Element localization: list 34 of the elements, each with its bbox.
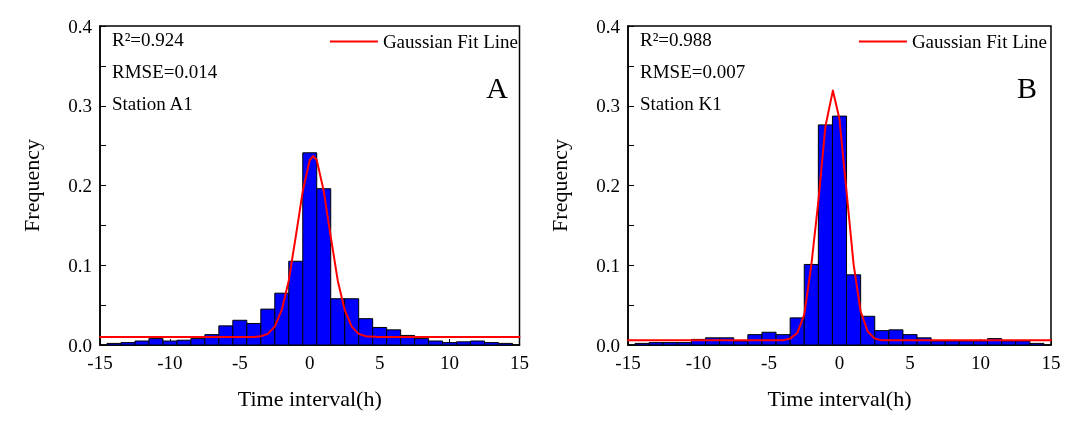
x-tick-label: 0 (834, 352, 845, 373)
annotation: Station A1 (112, 93, 193, 114)
x-tick-label: 5 (905, 352, 915, 373)
annotation: Station K1 (640, 93, 722, 114)
y-tick-label: 0.2 (68, 175, 92, 196)
y-tick-label: 0.2 (596, 175, 620, 196)
y-tick-label: 0.1 (596, 254, 620, 276)
x-axis-title: Time interval(h) (237, 385, 382, 411)
x-tick-label: -10 (685, 352, 712, 373)
y-tick-label: 0.3 (68, 95, 92, 117)
y-tick-label: 0.1 (68, 254, 92, 276)
legend-label: Gaussian Fit Line (382, 31, 519, 52)
y-axis-title: Frequency (18, 139, 44, 232)
legend-label: Gaussian Fit Line (911, 31, 1048, 52)
annotation: R²=0.988 (640, 29, 712, 50)
annotation: R²=0.924 (112, 29, 185, 50)
x-tick-label: 15 (510, 352, 529, 373)
x-tick-label: -5 (231, 352, 248, 373)
x-tick-label: -10 (157, 352, 183, 373)
annotation: RMSE=0.014 (112, 61, 218, 82)
x-axis-title: Time interval(h) (767, 385, 912, 411)
x-tick-label: 5 (374, 352, 385, 373)
y-tick-label: 0.4 (596, 15, 621, 37)
x-tick-label: 10 (971, 352, 990, 373)
annotation: A (486, 70, 509, 104)
y-tick-label: 0.3 (596, 95, 620, 117)
x-tick-label: 10 (440, 352, 460, 373)
x-tick-label: -5 (761, 352, 777, 373)
x-tick-label: 15 (1041, 352, 1061, 373)
annotation: B (1016, 70, 1038, 104)
x-tick-label: 0 (305, 352, 315, 373)
y-axis-title: Frequency (546, 139, 572, 232)
annotation: RMSE=0.007 (640, 61, 746, 82)
y-tick-label: 0.4 (68, 15, 93, 37)
